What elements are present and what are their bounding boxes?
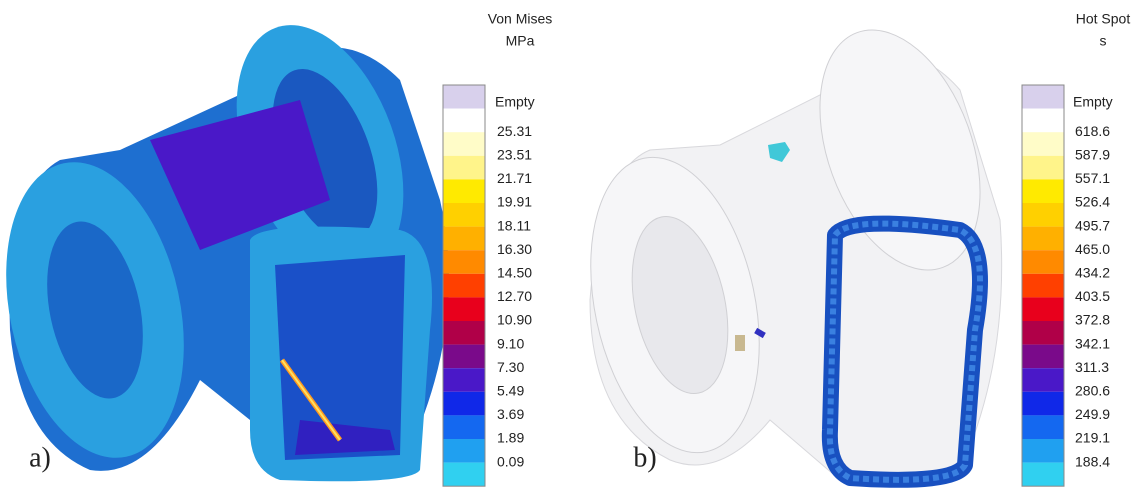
legend-value: 219.1 [1075,430,1110,446]
color-swatch [1022,463,1064,487]
legend-value: 7.30 [497,359,524,375]
color-swatch [1022,156,1064,180]
legend-value: 5.49 [497,383,524,399]
color-swatch [443,297,485,321]
color-swatch [1022,179,1064,203]
color-swatch [443,274,485,298]
color-swatch [1022,392,1064,416]
legend-value: 18.11 [497,217,531,233]
legend-value: 14.50 [497,265,532,281]
color-swatch [1022,368,1064,392]
legend-empty: Empty [495,94,535,110]
color-swatch [1022,321,1064,345]
color-swatch [443,321,485,345]
color-swatch [1022,132,1064,156]
legend-title: MPa [506,33,535,49]
panel-label: b) [633,442,656,473]
legend-empty: Empty [1073,94,1113,110]
color-swatch [443,368,485,392]
color-swatch [1022,415,1064,439]
color-swatch [1022,109,1064,133]
color-swatch [1022,227,1064,251]
legend-value: 19.91 [497,194,532,210]
color-swatch [1022,297,1064,321]
legend-title: s [1100,33,1107,49]
legend-value: 21.71 [497,170,532,186]
legend-value: 0.09 [497,453,524,469]
color-swatch [443,109,485,133]
color-swatch [443,85,485,109]
color-swatch [443,392,485,416]
legend-value: 311.3 [1075,359,1109,375]
color-swatch [443,345,485,369]
color-swatch [1022,203,1064,227]
legend-value: 12.70 [497,288,532,304]
legend-title: Hot Spot [1076,11,1131,27]
legend-value: 342.1 [1075,335,1110,351]
color-swatch [443,179,485,203]
legend-value: 434.2 [1075,265,1110,281]
legend-value: 495.7 [1075,217,1110,233]
color-swatch [1022,345,1064,369]
color-swatch [443,250,485,274]
color-swatch [1022,274,1064,298]
model-b [566,8,1011,480]
color-swatch [443,415,485,439]
legend-title: Von Mises [488,11,553,27]
color-swatch [1022,85,1064,109]
legend-value: 249.9 [1075,406,1110,422]
legend-value: 3.69 [497,406,524,422]
legend-value: 372.8 [1075,312,1110,328]
color-swatch [1022,250,1064,274]
legend-value: 587.9 [1075,147,1110,163]
color-swatch [443,227,485,251]
legend-value: 526.4 [1075,194,1110,210]
panel-label: a) [29,442,51,473]
color-swatch [443,439,485,463]
figure: a) Von Mises MPa Empty 25.31 23.51 21.71 19.91 1… [0,0,1143,493]
legend-value: 557.1 [1075,170,1110,186]
model-a [0,2,449,481]
legend-value: 280.6 [1075,383,1110,399]
color-swatch [1022,439,1064,463]
color-swatch [443,132,485,156]
legend-value: 25.31 [497,123,532,139]
legend-value: 9.10 [497,335,524,351]
legend-value: 465.0 [1075,241,1110,257]
legend-value: 16.30 [497,241,532,257]
legend-value: 188.4 [1075,453,1110,469]
color-swatch [443,203,485,227]
color-swatch [443,156,485,180]
legend-value: 618.6 [1075,123,1110,139]
legend-value: 23.51 [497,147,532,163]
legend-value: 1.89 [497,430,524,446]
legend-value: 10.90 [497,312,532,328]
legend-value: 403.5 [1075,288,1110,304]
color-swatch [443,463,485,487]
